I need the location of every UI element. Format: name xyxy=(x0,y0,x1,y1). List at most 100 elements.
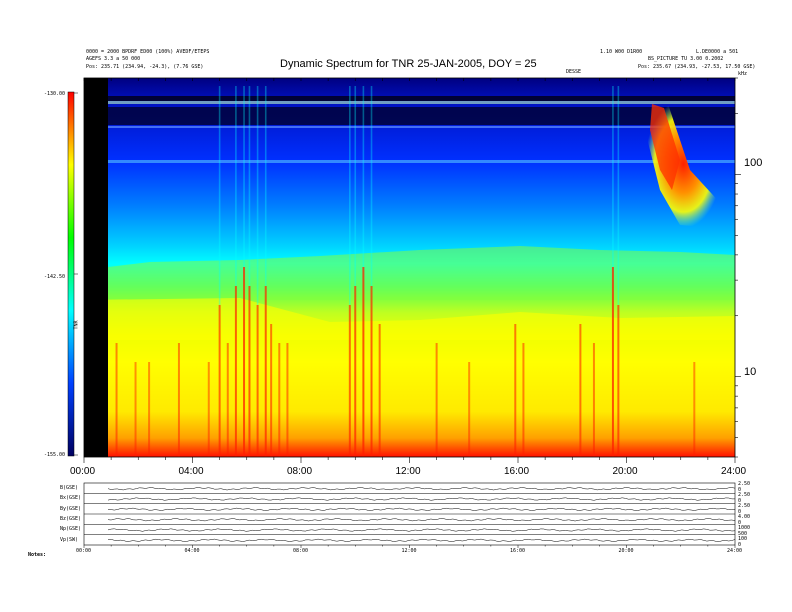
x-axis-label: 12:00 xyxy=(395,466,421,477)
impulsive-streak xyxy=(226,343,229,457)
x-axis-label: 00:00 xyxy=(70,466,96,477)
lower-x-label: 12:00 xyxy=(401,548,417,554)
impulsive-streak xyxy=(264,286,267,457)
header-center-small: DESSE xyxy=(566,69,582,75)
light-line-1 xyxy=(84,101,735,104)
x-axis-label: 24:00 xyxy=(721,466,747,477)
lower-x-label: 08:00 xyxy=(293,548,309,554)
impulsive-streak xyxy=(207,362,210,457)
impulsive-streak xyxy=(514,324,517,457)
impulsive-streak xyxy=(278,343,281,457)
light-line-3 xyxy=(84,160,735,163)
lower-right-tick-label: 1000 xyxy=(738,525,751,532)
impulsive-streak xyxy=(617,305,620,457)
lower-row-label: Bx(GSE) xyxy=(60,495,82,502)
impulsive-streak xyxy=(134,362,137,457)
colorbar-label-top: -130.00 xyxy=(44,91,66,97)
lower-right-tick-label: 500 xyxy=(738,530,748,537)
yellow-band xyxy=(84,298,735,340)
lower-trace xyxy=(107,497,735,501)
upper-streak xyxy=(243,86,245,267)
dark-band-2 xyxy=(84,107,735,125)
upper-streak xyxy=(349,86,351,305)
upper-streak xyxy=(362,86,365,267)
impulsive-streak xyxy=(693,362,696,457)
lower-right-tick-label: 2.50 xyxy=(738,481,751,487)
lower-panel-rows xyxy=(84,493,735,535)
upper-streak xyxy=(370,86,373,286)
header-left-line1: 0000 = 2000 BPDRF ED00 (100%) AVEDF/ETEP… xyxy=(86,49,210,55)
impulsive-streak xyxy=(286,343,289,457)
lower-right-tick-label: 2.50 xyxy=(738,492,751,499)
colorbar-label-mid: -142.50 xyxy=(44,274,66,280)
upper-streak xyxy=(248,86,251,286)
lower-right-tick-label: 2.50 xyxy=(738,503,751,510)
upper-streak xyxy=(235,86,237,286)
upper-streak xyxy=(354,86,357,286)
upper-streak xyxy=(617,86,620,305)
impulsive-streak xyxy=(148,362,151,457)
header-right-top: L.DE0000 a 501 xyxy=(696,49,739,55)
impulsive-streak xyxy=(592,343,595,457)
right-axis-label-100: 100 xyxy=(744,157,763,169)
impulsive-streak xyxy=(362,267,365,457)
header-right-mid: 1.10 W00 D1R00 xyxy=(600,49,643,55)
lower-trace xyxy=(107,518,736,522)
impulsive-streak xyxy=(234,286,237,457)
lower-row-label: By(GSE) xyxy=(60,505,82,512)
impulsive-streak xyxy=(435,343,438,457)
header-left-pos: Pos: 235.71 (234.94, -24.3), (7.76 GSE) xyxy=(86,64,204,70)
lower-row-label: Np(GSE) xyxy=(60,526,82,533)
impulsive-streak xyxy=(256,305,259,457)
vertical-streaks xyxy=(115,86,696,457)
lower-right-tick-label: 0 xyxy=(738,541,742,548)
lower-right-tick-label: 0 xyxy=(738,486,742,493)
impulsive-streak xyxy=(243,267,246,457)
x-axis-label: 16:00 xyxy=(504,466,530,477)
lower-x-label: 20:00 xyxy=(618,548,634,554)
lower-right-tick-label: 0 xyxy=(738,497,742,504)
lower-row-label: Bz(GSE) xyxy=(60,516,82,522)
green-band-edge xyxy=(84,246,735,300)
impulsive-streak xyxy=(522,343,525,457)
impulsive-streak xyxy=(115,343,118,457)
upper-streak xyxy=(264,86,267,286)
lower-panel-traces xyxy=(107,487,736,542)
chart-title: Dynamic Spectrum for TNR 25-JAN-2005, DO… xyxy=(280,58,537,70)
right-axis-unit: kHz xyxy=(738,71,748,77)
upper-streak xyxy=(612,86,614,267)
right-axis-ticks xyxy=(735,77,741,458)
lower-x-label: 16:00 xyxy=(510,548,526,554)
colorbar-label-bottom: -155.00 xyxy=(44,452,66,458)
lower-right-tick-label: 0 xyxy=(738,508,742,515)
impulsive-streak xyxy=(354,286,357,457)
x-axis-label: 04:00 xyxy=(178,466,204,477)
lower-right-tick-label: 0 xyxy=(738,519,742,526)
right-axis-label-10: 10 xyxy=(744,366,757,378)
impulsive-streak xyxy=(370,286,373,457)
lower-panel-footer: Notes: xyxy=(28,552,47,558)
lower-x-label: 00:00 xyxy=(76,548,92,554)
lower-row-label: B(GSE) xyxy=(60,485,79,491)
lower-panel-xticks xyxy=(83,545,736,548)
lower-trace xyxy=(107,507,736,511)
x-axis-label: 08:00 xyxy=(287,466,313,477)
impulsive-streak xyxy=(218,305,221,457)
lower-right-tick-label: 100 xyxy=(738,536,748,543)
lower-trace xyxy=(108,538,736,542)
spectrum-features xyxy=(84,86,735,457)
impulsive-streak xyxy=(270,324,273,457)
dark-band-top xyxy=(84,96,735,104)
upper-streak xyxy=(256,86,259,305)
lower-trace xyxy=(107,487,736,491)
impulsive-streak xyxy=(378,324,381,457)
impulsive-streak xyxy=(579,324,582,457)
bottom-axis-ticks xyxy=(83,78,736,463)
lower-trace xyxy=(107,528,736,532)
upper-streak xyxy=(218,86,221,305)
lower-right-tick-label: 4.00 xyxy=(738,514,751,521)
lower-row-label: Vp(SW) xyxy=(60,536,79,543)
header-left-line2: AGEFS 3.3 a 50 000 xyxy=(86,56,141,62)
